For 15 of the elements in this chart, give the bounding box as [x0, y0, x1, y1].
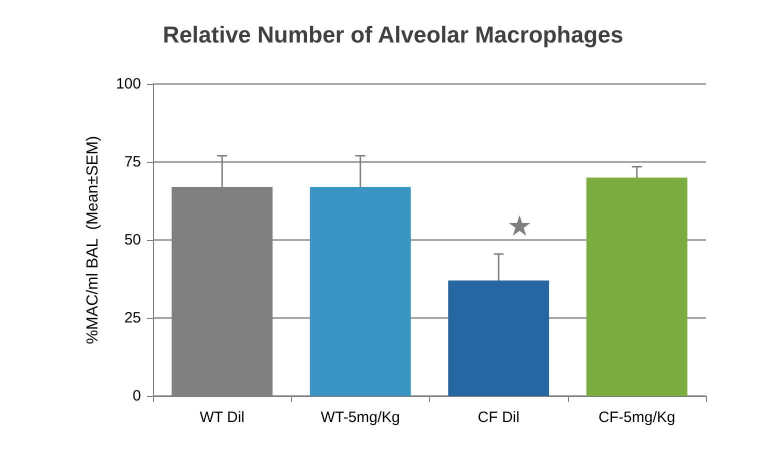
x-tick-label: WT Dil	[200, 409, 244, 426]
bar	[310, 186, 411, 396]
y-tick-label: 100	[116, 76, 141, 92]
bar	[586, 178, 688, 396]
annotation: ★	[507, 210, 532, 242]
x-tick-label: WT-5mg/Kg	[320, 409, 400, 426]
y-tick-label: 75	[124, 154, 141, 170]
x-tick-label: CF Dil	[478, 409, 520, 426]
y-tick-label: 0	[132, 388, 141, 404]
chart-title: Relative Number of Alveolar Macrophages	[162, 22, 624, 48]
y-tick-label: 25	[124, 310, 141, 326]
x-tick-label: CF-5mg/Kg	[598, 409, 676, 426]
y-axis-title: %MAC/ml BAL (Mean±SEM)	[84, 136, 102, 344]
y-tick-label: 50	[124, 232, 141, 248]
bar	[448, 280, 550, 396]
